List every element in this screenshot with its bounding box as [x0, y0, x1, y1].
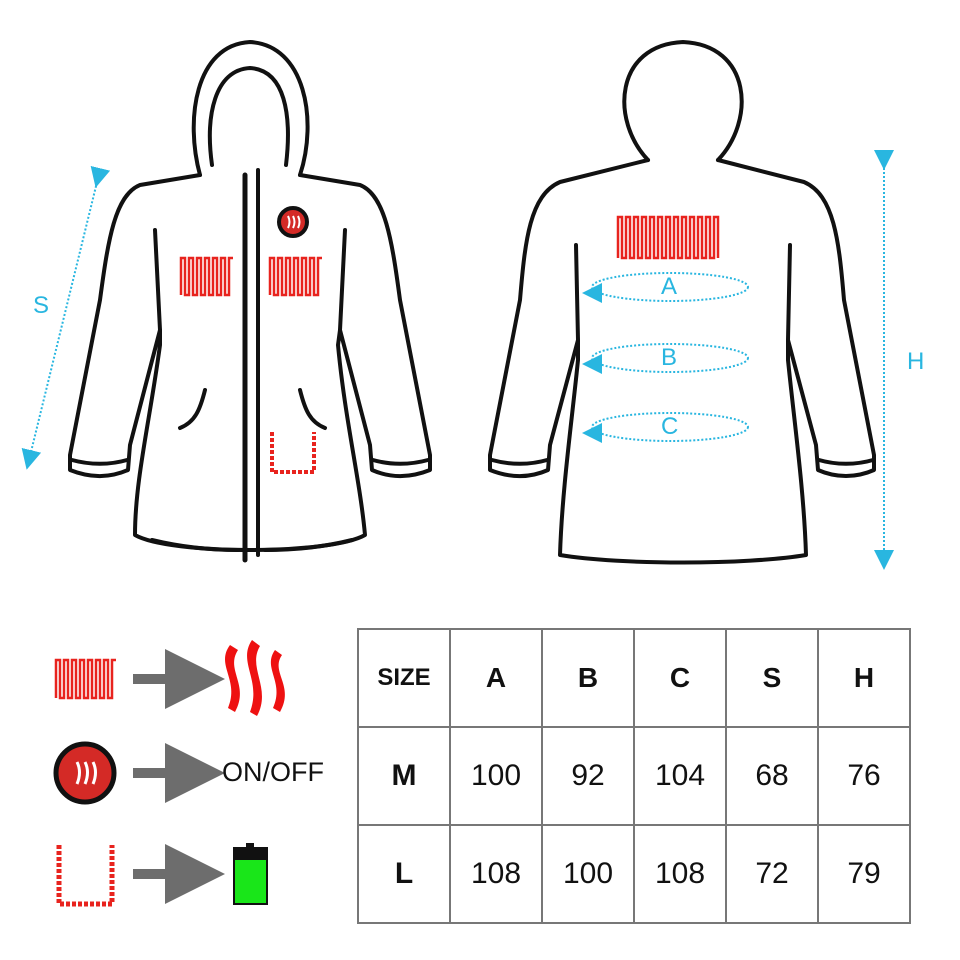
header-cell: SIZE — [357, 628, 451, 728]
measure-c — [591, 412, 749, 442]
header-cell: C — [633, 628, 727, 728]
table-row: L 108 100 108 72 79 — [357, 824, 911, 924]
value-cell: 100 — [541, 824, 635, 924]
value-cell: 72 — [725, 824, 819, 924]
header-cell: S — [725, 628, 819, 728]
jacket-back — [488, 40, 876, 565]
value-cell: 108 — [449, 824, 543, 924]
label-s: S — [33, 292, 50, 319]
size-cell: M — [357, 726, 451, 826]
power-button-icon — [53, 741, 117, 805]
value-cell: 76 — [817, 726, 911, 826]
measure-b — [591, 343, 749, 373]
value-cell: 104 — [633, 726, 727, 826]
chest-heating-pad-right — [268, 256, 322, 297]
label-h: H — [907, 348, 925, 375]
label-b: B — [661, 344, 678, 371]
heating-pad-icon — [54, 658, 116, 700]
header-cell: B — [541, 628, 635, 728]
battery-icon — [233, 843, 268, 905]
on-off-label: ON/OFF — [222, 757, 324, 787]
measure-ovals — [582, 272, 749, 443]
value-cell: 79 — [817, 824, 911, 924]
header-cell: A — [449, 628, 543, 728]
s-measure-arrow — [21, 165, 111, 470]
chest-heating-pad-left — [179, 256, 233, 297]
size-table: SIZE A B C S H M 100 92 104 68 76 L 108 … — [357, 628, 911, 924]
value-cell: 92 — [541, 726, 635, 826]
table-header-row: SIZE A B C S H — [357, 628, 911, 728]
header-cell: H — [817, 628, 911, 728]
battery-pocket-icon — [56, 845, 115, 907]
measure-a — [591, 272, 749, 302]
jacket-front — [68, 40, 432, 563]
back-heating-pad — [616, 215, 720, 260]
value-cell: 108 — [633, 824, 727, 924]
value-cell: 100 — [449, 726, 543, 826]
heat-waves-icon — [225, 640, 285, 716]
size-cell: L — [357, 824, 451, 924]
label-c: C — [661, 413, 679, 440]
battery-pocket-front — [270, 432, 316, 474]
power-button-on-jacket — [277, 206, 309, 238]
value-cell: 68 — [725, 726, 819, 826]
table-row: M 100 92 104 68 76 — [357, 726, 911, 826]
label-a: A — [661, 273, 678, 300]
